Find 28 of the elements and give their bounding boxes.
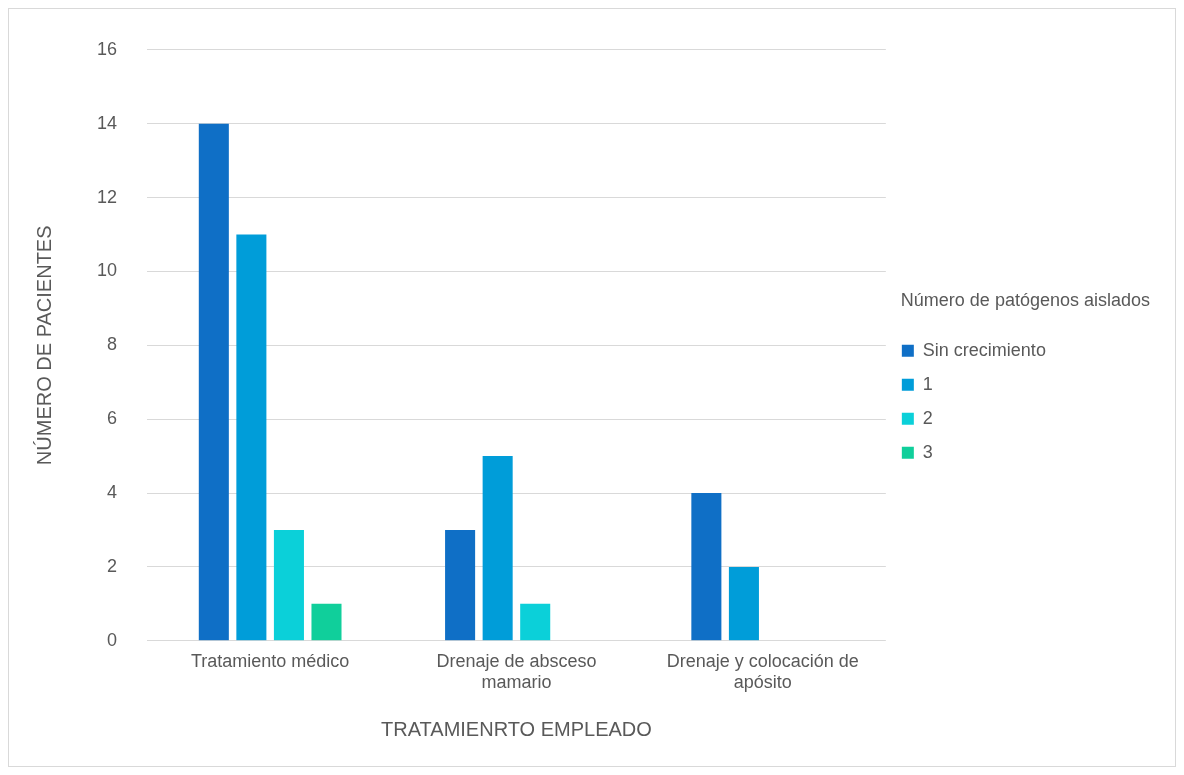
legend-label: 1 <box>922 373 933 394</box>
y-tick-label: 12 <box>96 186 118 207</box>
x-axis-title: TRATAMIENRTO EMPLEADO <box>381 717 652 740</box>
bar <box>311 603 342 641</box>
legend-label: 3 <box>922 441 933 462</box>
y-axis-title: NÚMERO DE PACIENTES <box>32 225 55 466</box>
y-tick-label: 6 <box>107 408 118 429</box>
bar <box>728 566 759 641</box>
bar <box>482 456 513 641</box>
bar <box>198 123 229 641</box>
bar <box>520 603 551 641</box>
x-tick-label: Drenaje de absceso mamario <box>436 650 597 693</box>
y-tick-label: 16 <box>96 38 118 59</box>
y-tick-label: 14 <box>96 112 118 133</box>
x-tick-label: Drenaje y colocación de apósito <box>666 650 859 693</box>
y-tick-label: 10 <box>96 260 118 281</box>
legend-label: Sin crecimiento <box>922 339 1046 360</box>
y-tick-label: 4 <box>107 482 118 503</box>
y-tick-label: 8 <box>107 334 118 355</box>
bar <box>691 493 722 641</box>
legend-label: 2 <box>922 407 933 428</box>
bar <box>236 234 267 641</box>
bar <box>445 529 476 641</box>
bar <box>273 529 304 641</box>
legend-title: Número de patógenos aislados <box>900 290 1151 311</box>
x-tick-label: Tratamiento médico <box>190 650 350 671</box>
y-tick-label: 0 <box>107 629 118 650</box>
y-tick-label: 2 <box>107 555 118 576</box>
